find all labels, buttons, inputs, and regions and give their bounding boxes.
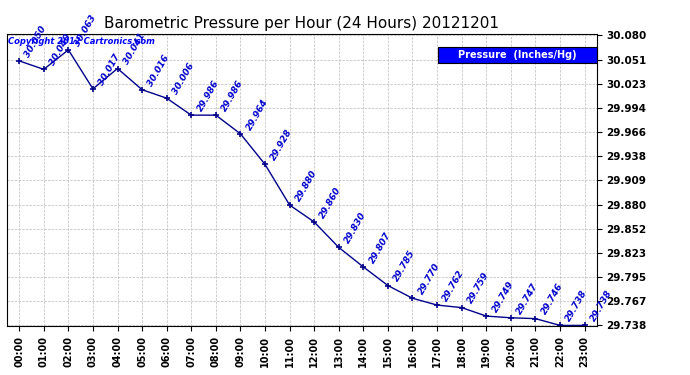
Text: 30.016: 30.016 xyxy=(146,53,171,87)
Text: 30.017: 30.017 xyxy=(97,52,122,87)
Text: 29.749: 29.749 xyxy=(491,279,515,314)
Text: 29.860: 29.860 xyxy=(318,185,344,220)
Text: 29.880: 29.880 xyxy=(294,168,319,203)
Text: Copyright 2012 Cartronics.com: Copyright 2012 Cartronics.com xyxy=(8,37,155,46)
Text: 29.759: 29.759 xyxy=(466,271,491,305)
Text: 30.006: 30.006 xyxy=(171,62,196,96)
Text: 29.807: 29.807 xyxy=(368,230,393,265)
Title: Barometric Pressure per Hour (24 Hours) 20121201: Barometric Pressure per Hour (24 Hours) … xyxy=(104,16,500,31)
Text: 29.738: 29.738 xyxy=(564,289,589,323)
Text: 29.770: 29.770 xyxy=(417,262,442,296)
Text: 30.050: 30.050 xyxy=(23,24,48,59)
Text: 29.964: 29.964 xyxy=(244,97,270,132)
Text: 29.928: 29.928 xyxy=(269,128,294,162)
Text: Pressure  (Inches/Hg): Pressure (Inches/Hg) xyxy=(458,50,577,60)
Text: 30.040: 30.040 xyxy=(48,33,73,67)
Text: 29.986: 29.986 xyxy=(195,78,221,113)
Text: 29.762: 29.762 xyxy=(441,268,466,303)
Text: 29.738: 29.738 xyxy=(589,289,614,323)
Text: 29.830: 29.830 xyxy=(343,211,368,245)
Text: 29.986: 29.986 xyxy=(220,78,245,113)
Text: 30.063: 30.063 xyxy=(72,13,97,48)
Text: 29.746: 29.746 xyxy=(540,282,564,316)
Text: 29.747: 29.747 xyxy=(515,281,540,316)
FancyBboxPatch shape xyxy=(437,47,597,63)
Text: 29.785: 29.785 xyxy=(392,249,417,284)
Text: 30.041: 30.041 xyxy=(121,32,147,66)
